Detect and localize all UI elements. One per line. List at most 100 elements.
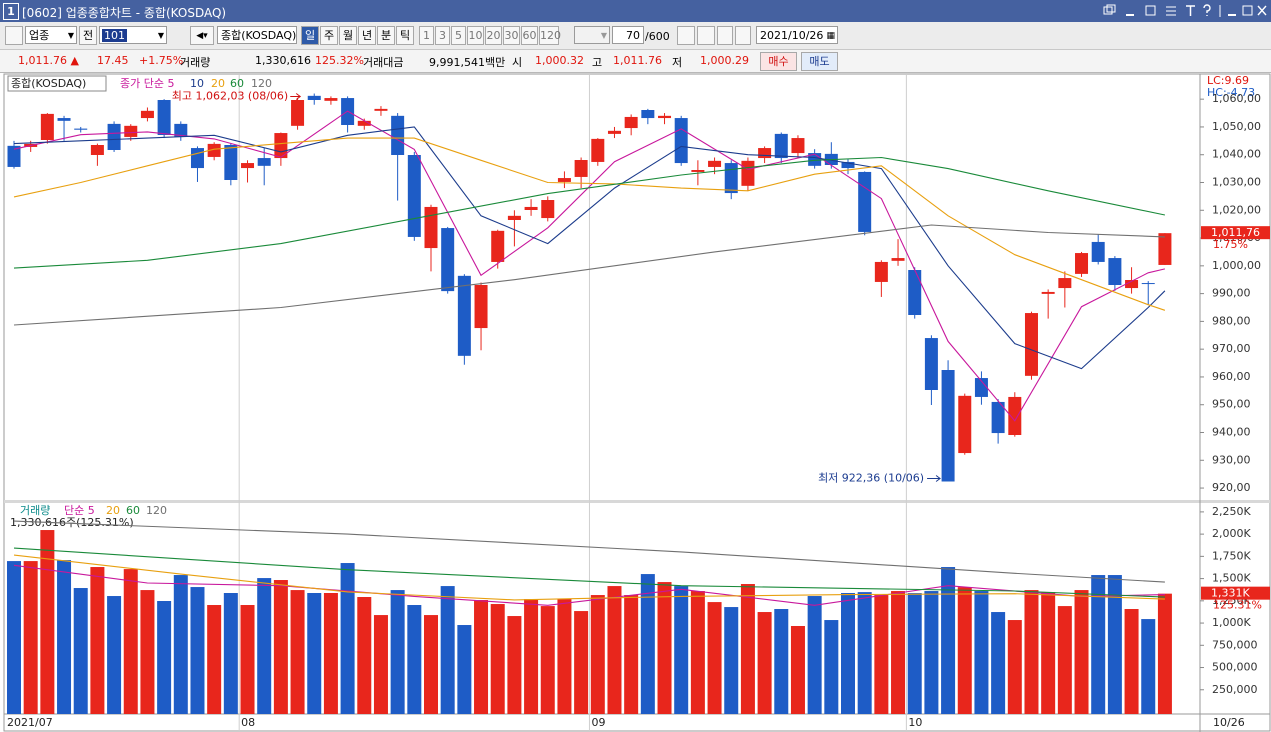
period-button[interactable]: 일: [301, 26, 319, 45]
blank-select[interactable]: ▼: [574, 26, 610, 44]
y-tick-label: 1,000,00: [1212, 259, 1261, 272]
low-arrow: [927, 475, 941, 482]
candle-body: [658, 115, 672, 119]
candle-body: [591, 138, 605, 162]
volume-bar: [123, 569, 138, 714]
volume-label: 거래량: [180, 56, 211, 69]
window-controls[interactable]: [1100, 3, 1268, 19]
interval-button[interactable]: 1: [419, 26, 434, 45]
save-button[interactable]: [717, 26, 733, 45]
volume-bar: [657, 582, 672, 714]
y-tick-label: 1,060,00: [1212, 92, 1261, 105]
volume-bar: [590, 595, 605, 714]
candle-body: [407, 155, 421, 237]
settings-button[interactable]: [735, 26, 751, 45]
volume-bar: [907, 593, 922, 714]
last-price-box: [1201, 226, 1270, 240]
scope-button[interactable]: 전: [79, 26, 97, 45]
date-field[interactable]: 2021/10/26 ▦: [756, 26, 838, 44]
candle-body: [224, 145, 238, 180]
market-text: 업종: [29, 29, 50, 42]
legend-entry: 60: [126, 504, 140, 517]
period-button[interactable]: 월: [339, 26, 357, 45]
max-count: /600: [645, 30, 670, 43]
volume-bar: [974, 591, 989, 714]
volume-bar: [73, 588, 88, 714]
y-tick-label: 1,050,00: [1212, 120, 1261, 133]
candle-body: [90, 145, 104, 155]
volume-bar: [857, 592, 872, 714]
open-label: 시: [512, 56, 523, 69]
volume-bar: [424, 615, 438, 714]
tool-button[interactable]: [697, 26, 715, 45]
y-tick-label: 950,00: [1212, 398, 1251, 411]
candle-body: [774, 133, 788, 159]
candle-body: [457, 275, 471, 356]
last-date: 10/26: [1213, 716, 1245, 729]
candle-body: [941, 370, 955, 482]
volume-bar: [1024, 590, 1039, 714]
volume-bar: [991, 612, 1006, 714]
sound-button[interactable]: ◀▾: [190, 26, 214, 45]
y-tick-label: 1,500K: [1212, 572, 1251, 585]
candle-body: [541, 200, 555, 219]
volume-bar: [807, 596, 822, 714]
volume-bar: [690, 591, 705, 714]
candle-body: [307, 95, 321, 100]
volume-bar: [540, 606, 555, 714]
candle-body: [1125, 280, 1139, 289]
sell-button[interactable]: 매도: [801, 52, 838, 71]
volume-bar: [373, 615, 388, 714]
volume-bar: [23, 561, 38, 714]
period-button[interactable]: 주: [320, 26, 338, 45]
volume-summary: 1,330,616주(125.31%): [10, 516, 134, 529]
period-button[interactable]: 분: [377, 26, 395, 45]
candle-body: [140, 110, 154, 119]
volume-bar: [357, 597, 372, 714]
candle-body: [241, 163, 255, 169]
period-button[interactable]: 년: [358, 26, 376, 45]
candle-body: [291, 100, 305, 126]
candle-body: [424, 206, 438, 249]
volume-bar: [474, 600, 489, 714]
candle-body: [974, 378, 988, 397]
legend-entry: 120: [251, 77, 272, 90]
price: 1,011.76 ▲: [18, 54, 79, 67]
candle-body: [1141, 283, 1155, 285]
count-field[interactable]: 70: [612, 26, 644, 44]
price-legend-title: 종합(KOSDAQ): [11, 77, 86, 90]
y-tick-label: 1,750K: [1212, 549, 1251, 562]
tool-button[interactable]: [677, 26, 695, 45]
y-tick-label: 1,030,00: [1212, 176, 1261, 189]
y-tick-label: 940,00: [1212, 426, 1251, 439]
interval-button[interactable]: 5: [451, 26, 466, 45]
candle-body: [741, 160, 755, 186]
candle-body: [324, 98, 338, 101]
candle-body: [574, 160, 588, 177]
candle-body: [908, 270, 922, 315]
volume-bar: [757, 612, 772, 714]
interval-button[interactable]: 30: [503, 26, 520, 45]
low-annotation: 최저 922,36 (10/06): [818, 472, 924, 485]
volume-bar: [790, 625, 805, 714]
code-select[interactable]: 101 ▼: [99, 26, 167, 44]
period-button[interactable]: 틱: [396, 26, 414, 45]
candle-body: [374, 108, 388, 111]
interval-button[interactable]: 10: [467, 26, 484, 45]
interval-button[interactable]: 20: [485, 26, 502, 45]
chart-icon[interactable]: [5, 26, 23, 45]
interval-button[interactable]: 3: [435, 26, 450, 45]
interval-button[interactable]: 60: [521, 26, 538, 45]
candle-body: [958, 395, 972, 454]
buy-button[interactable]: 매수: [760, 52, 797, 71]
volume-bar: [1057, 606, 1072, 714]
legend-entry: 10: [190, 77, 204, 90]
candle-body: [274, 133, 288, 159]
market-select[interactable]: 업종 ▼: [25, 26, 77, 44]
volume-bar: [624, 595, 639, 714]
candle-body: [1024, 313, 1038, 376]
volume-bar: [257, 578, 272, 714]
interval-button[interactable]: 120: [539, 26, 561, 45]
